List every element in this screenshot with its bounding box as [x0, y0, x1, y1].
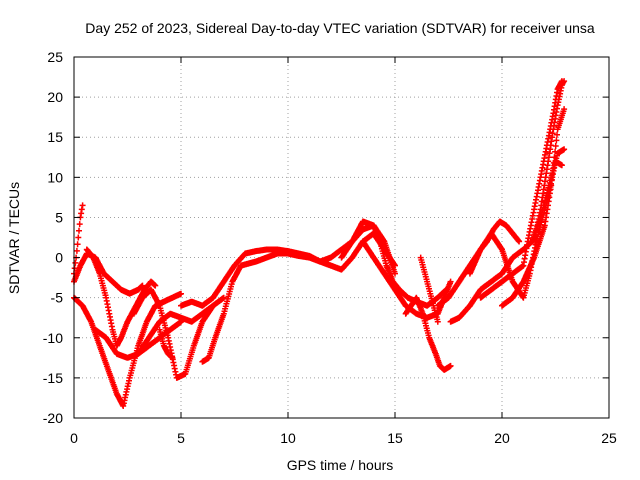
series-arc-r [477, 78, 565, 301]
series-arc-t [531, 78, 568, 245]
y-tick-label: -15 [43, 370, 63, 386]
data-point-marks [499, 106, 568, 309]
series-arc-s [499, 106, 568, 309]
y-tick-label: -20 [43, 410, 63, 426]
data-point-marks [531, 78, 568, 245]
y-tick-label: 25 [47, 49, 63, 65]
y-tick-label: 20 [47, 89, 63, 105]
series-arc-g [135, 302, 217, 357]
series-arc-j [199, 230, 398, 365]
x-tick-label: 10 [280, 430, 296, 446]
series-arc-k [338, 218, 450, 309]
x-tick-label: 5 [177, 430, 185, 446]
y-tick-label: 15 [47, 129, 63, 145]
y-tick-label: 10 [47, 169, 63, 185]
x-tick-label: 0 [70, 430, 78, 446]
data-point-marks [156, 326, 176, 361]
data-point-marks [199, 230, 398, 365]
chart-title: Day 252 of 2023, Sidereal Day-to-day VTE… [85, 20, 595, 36]
y-tick-label: -5 [51, 290, 64, 306]
data-points [71, 78, 568, 409]
data-point-marks [135, 302, 217, 357]
data-point-marks [130, 286, 227, 381]
x-axis-label: GPS time / hours [287, 457, 394, 473]
plot-frame [73, 56, 610, 419]
y-tick-label: -10 [43, 330, 63, 346]
data-point-marks [477, 78, 565, 301]
data-point-marks [402, 294, 454, 373]
series-arc-h [156, 326, 176, 361]
data-point-marks [338, 218, 450, 309]
x-tick-label: 25 [601, 430, 617, 446]
series-arc-m [402, 294, 454, 373]
x-tick-labels: 0 5 10 15 20 25 [70, 57, 617, 446]
x-tick-label: 15 [387, 430, 403, 446]
x-tick-label: 20 [494, 430, 510, 446]
series-arc-n [417, 254, 441, 325]
y-axis-label: SDTVAR / TECUs [6, 182, 22, 294]
y-tick-labels: -20 -15 -10 -5 0 5 10 15 20 25 [43, 49, 609, 426]
y-tick-label: 5 [55, 209, 63, 225]
series-arc-f [130, 286, 227, 381]
data-point-marks [417, 254, 441, 325]
grid-lines [74, 57, 609, 418]
y-tick-label: 0 [55, 250, 63, 266]
